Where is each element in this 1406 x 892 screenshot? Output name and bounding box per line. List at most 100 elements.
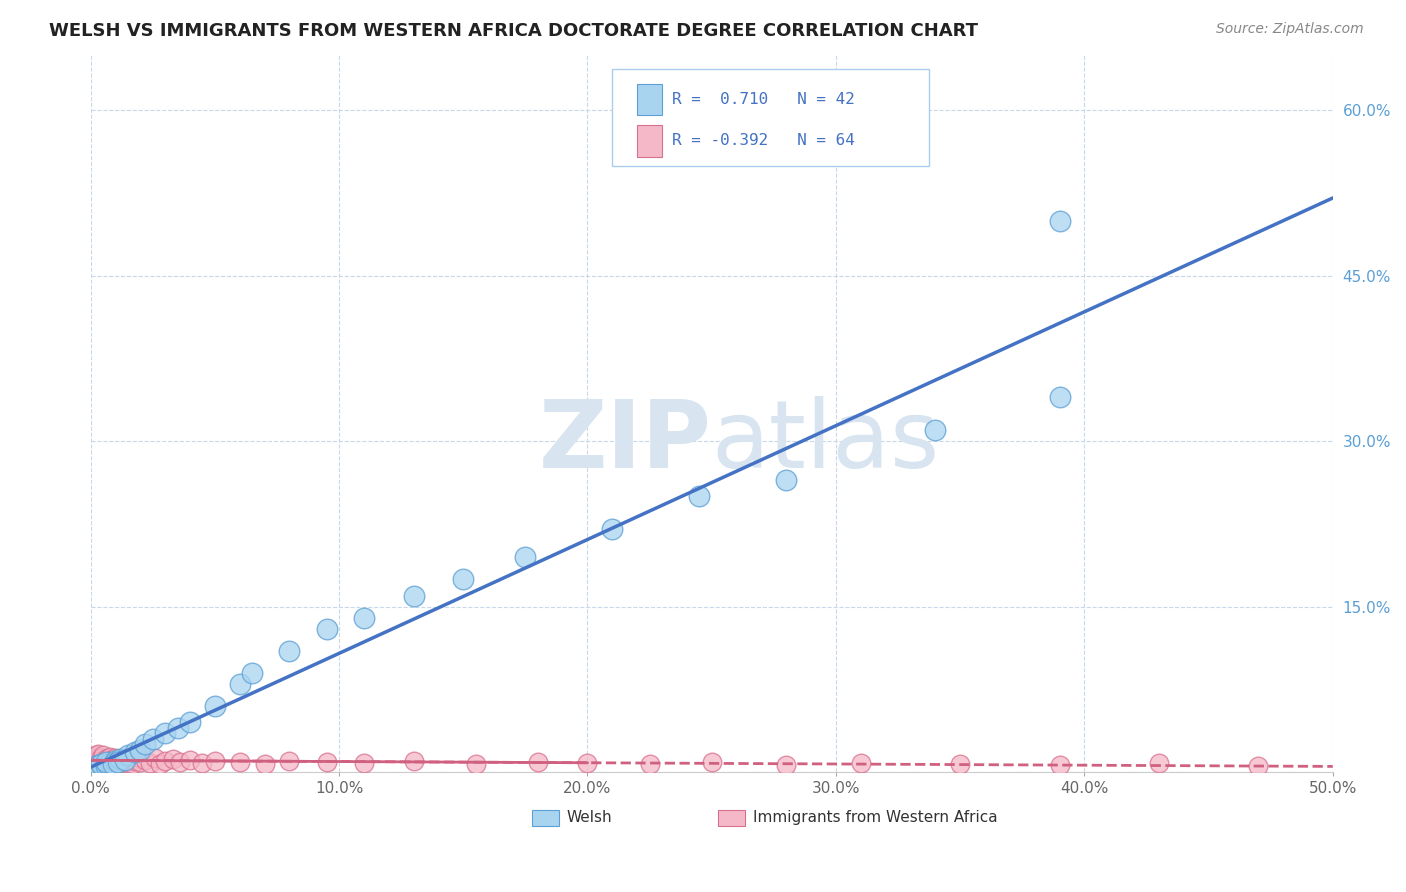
Text: Welsh: Welsh <box>567 810 612 825</box>
Point <box>84 757 107 772</box>
Point <box>97 750 120 764</box>
Point <box>134 753 156 767</box>
Point <box>120 752 142 766</box>
Point <box>1049 390 1071 404</box>
Point <box>169 755 191 769</box>
Point <box>153 754 176 768</box>
Point <box>94 752 117 766</box>
Text: Immigrants from Western Africa: Immigrants from Western Africa <box>752 810 997 825</box>
Point <box>87 747 110 762</box>
Point <box>82 754 104 768</box>
Point <box>117 748 139 763</box>
Point <box>149 757 172 772</box>
Point <box>94 755 117 769</box>
Text: R = -0.392   N = 64: R = -0.392 N = 64 <box>672 134 855 148</box>
Point <box>100 749 122 764</box>
Point <box>166 721 188 735</box>
Point <box>110 752 132 766</box>
Point <box>104 754 127 768</box>
Point <box>91 760 114 774</box>
Point <box>104 750 127 764</box>
Point <box>1049 213 1071 227</box>
Point <box>101 752 124 766</box>
Point <box>114 750 136 764</box>
Point <box>87 759 110 773</box>
Point <box>526 755 548 769</box>
FancyBboxPatch shape <box>637 84 662 115</box>
Point <box>127 749 149 764</box>
Point <box>315 755 337 769</box>
Point <box>91 753 114 767</box>
Point <box>278 643 301 657</box>
Point <box>849 756 872 771</box>
Point <box>114 753 136 767</box>
Point <box>143 750 166 764</box>
Point <box>402 589 425 603</box>
Point <box>688 489 710 503</box>
Point <box>104 754 127 768</box>
Point <box>107 755 129 769</box>
Point <box>353 756 375 771</box>
Point <box>315 622 337 636</box>
Point <box>100 753 122 767</box>
Text: WELSH VS IMMIGRANTS FROM WESTERN AFRICA DOCTORATE DEGREE CORRELATION CHART: WELSH VS IMMIGRANTS FROM WESTERN AFRICA … <box>49 22 979 40</box>
Point <box>82 763 104 777</box>
Point <box>515 549 537 564</box>
Point <box>179 715 201 730</box>
Point <box>228 755 250 769</box>
Point <box>94 755 117 769</box>
Point <box>91 756 114 771</box>
Point <box>924 423 946 437</box>
Point <box>602 522 624 536</box>
Text: atlas: atlas <box>711 396 941 488</box>
Point <box>84 754 107 768</box>
Point <box>87 753 110 767</box>
Point <box>87 758 110 772</box>
Point <box>179 753 201 767</box>
Point <box>353 610 375 624</box>
Point <box>100 756 122 771</box>
Point <box>253 757 276 772</box>
Point <box>87 760 110 774</box>
Point <box>204 754 226 768</box>
Point <box>84 762 107 776</box>
Point <box>87 750 110 764</box>
Point <box>124 754 146 768</box>
Point <box>464 757 486 772</box>
Point <box>101 756 124 771</box>
Point <box>240 665 263 680</box>
Point <box>124 745 146 759</box>
Point <box>775 758 797 772</box>
Point <box>139 756 162 771</box>
Point <box>84 760 107 774</box>
Point <box>153 726 176 740</box>
Point <box>451 572 474 586</box>
Point <box>1147 756 1170 771</box>
Point <box>638 757 661 772</box>
Point <box>87 756 110 771</box>
Point <box>129 743 152 757</box>
Point <box>142 731 165 746</box>
Text: R =  0.710   N = 42: R = 0.710 N = 42 <box>672 92 855 107</box>
Point <box>1049 758 1071 772</box>
Point <box>949 757 972 772</box>
Point <box>94 759 117 773</box>
Point <box>101 757 124 772</box>
Point <box>204 698 226 713</box>
Point <box>90 757 112 772</box>
Point <box>90 757 112 772</box>
Text: Source: ZipAtlas.com: Source: ZipAtlas.com <box>1216 22 1364 37</box>
Point <box>700 755 723 769</box>
Point <box>228 677 250 691</box>
Point <box>97 758 120 772</box>
Point <box>129 755 152 769</box>
Point <box>90 755 112 769</box>
Point <box>82 756 104 771</box>
Point <box>110 753 132 767</box>
Point <box>84 763 107 777</box>
Point <box>775 473 797 487</box>
Point <box>90 762 112 776</box>
Point <box>90 750 112 764</box>
Point <box>117 756 139 771</box>
Point <box>82 749 104 764</box>
